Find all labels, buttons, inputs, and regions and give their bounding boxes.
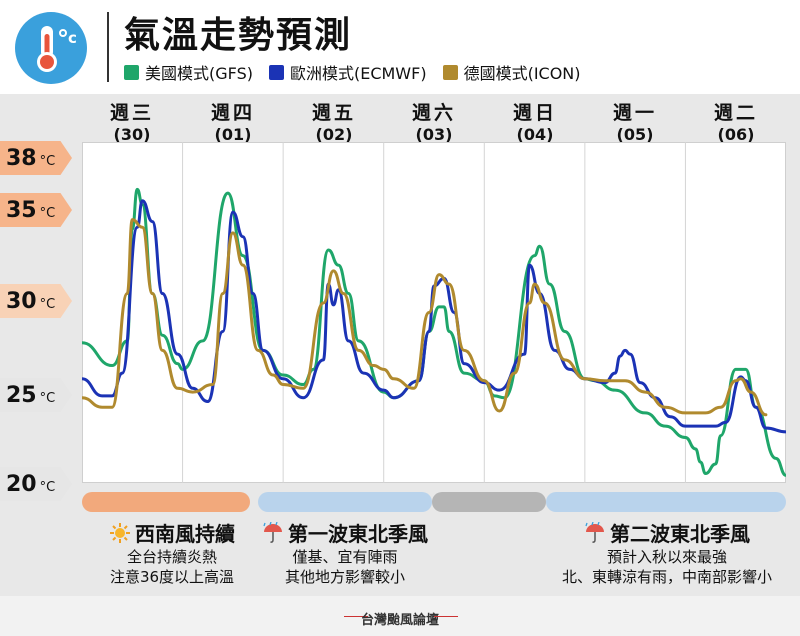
day-name: 週日 — [512, 102, 557, 124]
y-label-38: 38 °C — [0, 141, 72, 175]
annotation-line: 僅基、宜有陣雨 — [292, 548, 398, 566]
annotation-title-text: 西南風持續 — [135, 522, 235, 546]
phase-bar-transition — [432, 492, 546, 512]
temperature-chart — [80, 142, 788, 483]
day-date: (30) — [113, 125, 151, 144]
legend-swatch-icon — [442, 64, 458, 80]
day-label-mon: 週一 (05) — [585, 102, 685, 146]
y-label-unit: °C — [39, 205, 56, 221]
legend-label-gfs: 美國模式(GFS) — [145, 64, 253, 83]
y-label-25: 25 °C — [0, 378, 72, 412]
plot-area — [80, 142, 788, 483]
legend-swatch-gfs — [124, 64, 139, 80]
page-title: 氣溫走勢預測 — [124, 15, 353, 56]
annotation-line: 注意36度以上高溫 — [109, 568, 235, 586]
day-date: (05) — [616, 125, 654, 144]
y-label-value: 25 — [6, 382, 37, 408]
annotation-line: 預計入秋以來最強 — [606, 548, 727, 566]
y-label-value: 38 — [6, 145, 37, 171]
y-label-unit: °C — [39, 479, 56, 495]
day-name: 週二 — [713, 102, 758, 124]
annotation-title: 第二波東北季風 — [548, 518, 786, 547]
phase-bar-southwest-wind — [82, 492, 250, 512]
day-date: (01) — [214, 125, 252, 144]
phase-bar-second-monsoon — [546, 492, 786, 512]
header: c 氣溫走勢預測 美國模式(GFS) 歐洲模式(ECMWF) 德國模式(ICON… — [0, 0, 800, 94]
annotation-southwest-wind: 西南風持續 全台持續炎熱 注意36度以上高溫 — [82, 518, 262, 587]
umbrella-rain-icon — [263, 521, 282, 543]
day-name: 週四 — [210, 102, 255, 124]
y-label-value: 35 — [6, 197, 37, 223]
legend-swatch-ecmwf — [268, 64, 284, 80]
day-date: (02) — [315, 125, 353, 144]
y-label-35: 35 °C — [0, 193, 72, 227]
annotation-line: 其他地方影響較小 — [284, 568, 405, 586]
day-label-fri: 週五 (02) — [284, 102, 384, 146]
plot-border — [82, 142, 786, 483]
day-label-sat: 週六 (03) — [384, 102, 484, 146]
thermometer-icon: c — [15, 12, 87, 84]
day-name: 週六 — [411, 102, 456, 124]
legend-item-gfs: 美國模式(GFS) — [124, 60, 253, 84]
day-date: (04) — [516, 125, 554, 144]
brand-line-right — [434, 616, 458, 617]
day-label-tue: 週二 (06) — [686, 102, 786, 146]
y-label-30: 30 °C — [0, 284, 72, 318]
day-name: 週一 — [612, 102, 657, 124]
y-label-unit: °C — [39, 153, 56, 169]
legend-item-icon: 德國模式(ICON) — [442, 60, 581, 84]
legend-label-icon: 德國模式(ICON) — [463, 64, 581, 83]
annotation-line: 全台持續炎熱 — [126, 548, 217, 566]
day-date: (06) — [717, 125, 755, 144]
sun-icon — [110, 522, 130, 543]
brand-line-left — [344, 616, 368, 617]
day-date: (03) — [415, 125, 453, 144]
annotation-title-text: 第二波東北季風 — [610, 522, 750, 546]
svg-text:c: c — [68, 29, 77, 47]
series-line-icon — [80, 218, 768, 417]
series-line-gfs — [80, 187, 788, 477]
series-line-ecmwf — [80, 199, 788, 434]
annotation-first-monsoon: 第一波東北季風 僅基、宜有陣雨 其他地方影響較小 — [252, 518, 438, 587]
annotation-second-monsoon: 第二波東北季風 預計入秋以來最強 北、東轉涼有雨，中南部影響小 — [548, 518, 786, 587]
day-label-wed: 週三 (30) — [82, 102, 182, 146]
annotation-title: 第一波東北季風 — [252, 518, 438, 547]
day-name: 週五 — [311, 102, 356, 124]
annotation-title: 西南風持續 — [82, 518, 262, 547]
footer-brand: 台灣颱風論壇 — [360, 613, 439, 628]
footer — [0, 596, 800, 636]
y-label-unit: °C — [39, 390, 56, 406]
y-label-value: 20 — [6, 471, 37, 497]
annotation-title-text: 第一波東北季風 — [288, 522, 428, 546]
y-label-20: 20 °C — [0, 467, 72, 501]
phase-bar-first-monsoon — [258, 492, 432, 512]
day-name: 週三 — [109, 102, 154, 124]
legend-label-ecmwf: 歐洲模式(ECMWF) — [289, 64, 427, 83]
legend-item-ecmwf: 歐洲模式(ECMWF) — [268, 60, 427, 84]
annotation-line: 北、東轉涼有雨，中南部影響小 — [561, 568, 772, 586]
day-label-sun: 週日 (04) — [485, 102, 585, 146]
y-label-unit: °C — [39, 296, 56, 312]
y-label-value: 30 — [6, 288, 37, 314]
legend: 美國模式(GFS) 歐洲模式(ECMWF) 德國模式(ICON) — [124, 60, 581, 84]
header-divider — [107, 12, 109, 82]
day-label-thu: 週四 (01) — [183, 102, 283, 146]
umbrella-rain-icon — [585, 521, 604, 543]
